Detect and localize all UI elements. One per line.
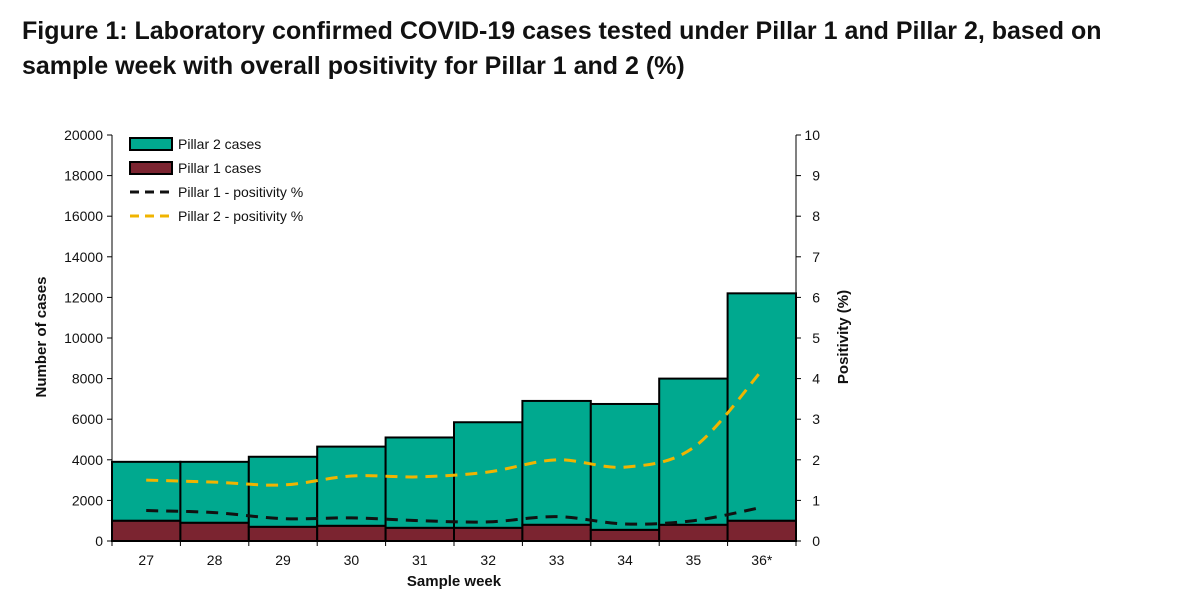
x-tick-label: 32 (480, 552, 496, 568)
bar-pillar1-8 (589, 528, 661, 543)
y-tick-label: 0 (95, 533, 103, 549)
bar-pillar1-6 (453, 526, 524, 542)
y2-tick-label: 5 (812, 330, 820, 346)
y-tick-label: 16000 (64, 208, 103, 224)
axes-layer (107, 134, 801, 546)
legend-item: Pillar 2 - positivity % (130, 208, 303, 224)
legend-swatch (129, 137, 173, 151)
y2-tick-label: 10 (804, 127, 820, 143)
bar-pillar2-3 (247, 455, 319, 528)
y-tick-label: 14000 (64, 249, 103, 265)
y2-tick-label: 6 (812, 289, 820, 305)
y-axis-label: Number of cases (33, 277, 50, 398)
bar-pillar2-4 (316, 445, 387, 527)
bar-pillar1-9 (658, 523, 729, 543)
x-tick-label: 31 (412, 552, 428, 568)
legend-item: Pillar 1 cases (129, 160, 261, 176)
y2-tick-label: 1 (812, 492, 820, 508)
legend-label: Pillar 2 cases (178, 136, 261, 152)
bar-layer (111, 292, 797, 543)
legend: Pillar 2 cases Pillar 1 cases Pillar 1 - p… (129, 136, 303, 224)
line-layer (146, 369, 763, 526)
x-tick-label: 29 (275, 552, 291, 568)
y-tick-labels: 0 2000 4000 6000 8000 10000 12000 14000 16000 180… (64, 127, 103, 549)
y-tick-label: 18000 (64, 168, 103, 184)
y2-tick-label: 8 (812, 208, 820, 224)
x-tick-label: 30 (344, 552, 360, 568)
y2-tick-label: 2 (812, 452, 820, 468)
x-tick-label: 28 (207, 552, 223, 568)
bar-pillar1-5 (384, 526, 456, 542)
y-tick-label: 4000 (72, 452, 103, 468)
x-tick-label: 27 (138, 552, 154, 568)
x-tick-label: 33 (549, 552, 565, 568)
y-tick-label: 8000 (72, 371, 103, 387)
y2-tick-label: 3 (812, 411, 820, 427)
x-tick-label: 35 (686, 552, 702, 568)
line-pillar1-positivity (146, 505, 763, 526)
bar-pillar1-2 (179, 521, 250, 542)
bar-pillar1-10 (726, 519, 797, 543)
x-tick-label: 34 (617, 552, 633, 568)
bar-pillar2-6 (453, 421, 524, 529)
bar-pillar1-3 (247, 525, 319, 542)
y2-tick-labels: 0 1 2 3 4 5 6 7 8 9 10 (804, 127, 820, 549)
legend-item: Pillar 1 - positivity % (130, 184, 303, 200)
figure-title: Figure 1: Laboratory confirmed COVID-19 … (22, 17, 1102, 80)
x-axis-label: Sample week (407, 573, 502, 590)
bar-pillar2-5 (384, 436, 456, 529)
y-tick-label: 6000 (72, 411, 103, 427)
y-tick-label: 2000 (72, 492, 103, 508)
legend-label: Pillar 1 - positivity % (178, 184, 303, 200)
y2-tick-label: 7 (812, 249, 820, 265)
bar-pillar1-1 (111, 519, 182, 543)
legend-label: Pillar 1 cases (178, 160, 261, 176)
x-tick-label: 36* (751, 552, 773, 568)
y-tick-label: 12000 (64, 289, 103, 305)
y2-tick-label: 9 (812, 168, 820, 184)
legend-label: Pillar 2 - positivity % (178, 208, 303, 224)
y-tick-label: 10000 (64, 330, 103, 346)
bar-pillar1-4 (316, 524, 387, 543)
legend-item: Pillar 2 cases (129, 136, 261, 152)
y2-tick-label: 4 (812, 371, 820, 387)
x-tick-labels: 27 28 29 30 31 32 33 34 35 36* (138, 552, 772, 568)
y2-axis-label: Positivity (%) (835, 290, 852, 384)
bar-pillar2-9 (658, 377, 729, 526)
bar-pillar1-7 (521, 523, 592, 543)
bar-pillar2-10 (726, 292, 797, 522)
y2-tick-label: 0 (812, 533, 820, 549)
line-pillar2-positivity (146, 369, 763, 487)
y-tick-label: 20000 (64, 127, 103, 143)
legend-swatch (129, 161, 173, 175)
